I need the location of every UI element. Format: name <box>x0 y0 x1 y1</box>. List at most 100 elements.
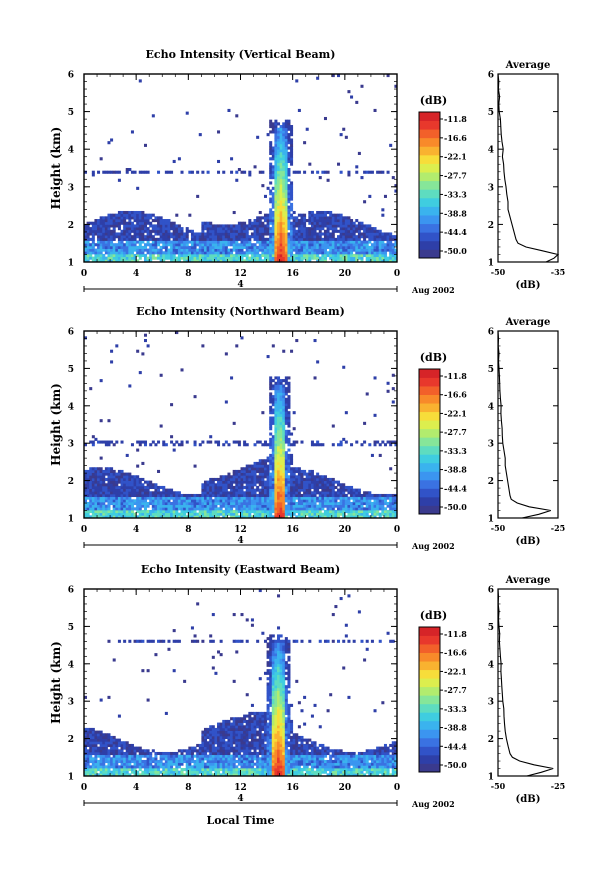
heatmap-cell <box>329 240 333 244</box>
heatmap-cell <box>277 509 281 514</box>
heatmap-cell <box>269 504 273 508</box>
heatmap-cell <box>222 488 226 492</box>
heatmap-cell <box>318 259 322 263</box>
heatmap-cell <box>211 512 215 516</box>
heatmap-cell <box>337 235 341 239</box>
heatmap-cell <box>263 253 267 258</box>
heatmap-cell <box>123 480 127 484</box>
heatmap-cell <box>203 227 207 231</box>
heatmap-cell <box>326 221 330 225</box>
heatmap-cell <box>300 227 304 231</box>
heatmap-cell <box>149 253 153 258</box>
heatmap-cell <box>261 480 265 484</box>
heatmap-cell <box>261 501 265 506</box>
heatmap-cell <box>305 512 309 516</box>
heatmap-cell <box>102 751 106 756</box>
heatmap-cell <box>282 146 286 150</box>
heatmap-cell <box>282 496 286 500</box>
heatmap-cell <box>141 229 145 233</box>
heatmap-cell <box>269 213 273 217</box>
profile-x-label: (dB) <box>516 280 541 291</box>
heatmap-cell <box>277 443 281 447</box>
heatmap-cell <box>201 509 205 514</box>
heatmap-cell <box>110 496 114 500</box>
heatmap-cell <box>350 507 354 511</box>
heatmap-cell <box>363 227 367 231</box>
heatmap-cell <box>271 499 275 503</box>
heatmap-cell <box>277 130 281 134</box>
heatmap-cell <box>143 259 147 263</box>
heatmap-cell <box>274 227 278 231</box>
heatmap-cell <box>146 243 150 247</box>
heatmap-cell <box>271 507 275 511</box>
heatmap-cell <box>269 483 273 487</box>
heatmap-cell <box>337 501 341 506</box>
heatmap-cell <box>318 210 322 215</box>
heatmap-cell <box>300 504 304 508</box>
heatmap-cell <box>89 387 93 391</box>
x-tick-label: 0 <box>394 525 400 535</box>
heatmap-cell <box>344 411 348 415</box>
heatmap-cell <box>383 253 387 258</box>
heatmap-cell <box>261 224 265 228</box>
heatmap-cell <box>347 515 351 519</box>
heatmap-cell <box>115 245 119 249</box>
heatmap-cell <box>227 235 231 239</box>
heatmap-cell <box>227 443 231 447</box>
heatmap-cell <box>185 245 189 249</box>
heatmap-cell <box>206 245 210 249</box>
heatmap-cell <box>89 754 93 758</box>
heatmap-cell <box>344 256 348 260</box>
heatmap-cell <box>295 79 299 83</box>
heatmap-cell <box>297 221 301 225</box>
heatmap-cell <box>363 421 367 425</box>
heatmap-cell <box>277 429 281 433</box>
heatmap-cell <box>99 221 103 225</box>
heatmap-cell <box>243 237 247 241</box>
heatmap-cell <box>84 501 88 506</box>
heatmap-cell <box>183 232 187 236</box>
heatmap-cell <box>279 162 283 166</box>
heatmap-cell <box>344 440 348 444</box>
heatmap-cell <box>149 221 153 225</box>
heatmap-cell <box>190 496 194 500</box>
heatmap-cell <box>360 245 364 249</box>
heatmap-cell <box>217 509 221 514</box>
heatmap-cell <box>274 512 278 516</box>
heatmap-cell <box>258 499 262 503</box>
heatmap-cell <box>243 243 247 247</box>
heatmap-cell <box>279 232 283 236</box>
heatmap-cell <box>84 253 88 258</box>
colorbar-swatch <box>419 496 440 506</box>
heatmap-cell <box>123 235 127 239</box>
heatmap-cell <box>162 232 166 236</box>
heatmap-cell <box>154 485 158 490</box>
heatmap-cell <box>383 259 387 263</box>
heatmap-cell <box>107 224 111 228</box>
heatmap-cell <box>250 259 254 263</box>
heatmap-cell <box>94 773 98 777</box>
heatmap-cell <box>290 472 294 476</box>
heatmap-cell <box>256 499 260 503</box>
heatmap-cell <box>243 496 247 500</box>
heatmap-cell <box>263 485 267 490</box>
heatmap-cell <box>269 381 273 385</box>
heatmap-cell <box>196 493 200 498</box>
heatmap-cell <box>198 509 202 514</box>
heatmap-cell <box>337 237 341 241</box>
heatmap-cell <box>279 173 283 177</box>
heatmap-cell <box>133 245 137 249</box>
heatmap-cell <box>368 170 372 174</box>
heatmap-cell <box>284 235 288 239</box>
heatmap-cell <box>209 240 213 244</box>
colorbar-swatch <box>419 462 440 472</box>
heatmap-cell <box>300 221 304 225</box>
heatmap-cell <box>112 235 116 239</box>
heatmap-cell <box>159 496 163 500</box>
heatmap-cell <box>342 483 346 487</box>
heatmap-cell <box>339 491 343 495</box>
heatmap-cell <box>295 483 299 487</box>
heatmap-cell <box>274 496 278 500</box>
heatmap-cell <box>222 477 226 481</box>
heatmap-cell <box>115 751 119 756</box>
